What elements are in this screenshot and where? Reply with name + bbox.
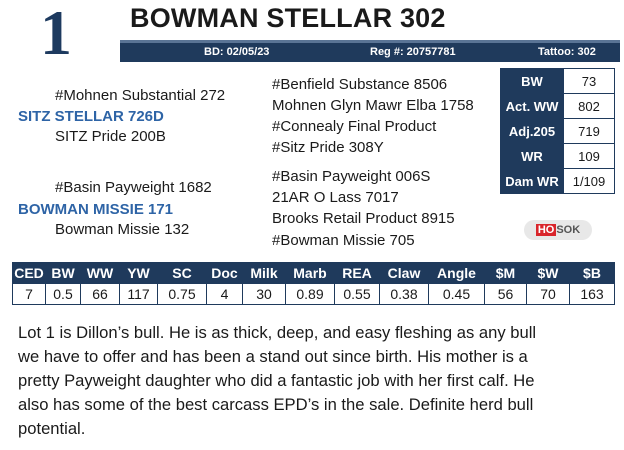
tattoo: Tattoo: 302 (538, 46, 596, 58)
stats-table: BW 73 Act. WW 802 Adj.205 719 WR 109 Dam WR 1/109 (500, 68, 615, 194)
epd-header: WW (80, 262, 120, 284)
epd-value: 4 (206, 283, 243, 305)
lot-number: 1 (40, 0, 72, 68)
description-line: potential. (18, 419, 86, 438)
epd-value: 117 (119, 283, 158, 305)
epd-header: $B (569, 262, 615, 284)
epd-value-row: 7 0.5 66 117 0.75 4 30 0.89 0.55 0.38 0.45 56 70 163 (12, 283, 615, 305)
info-bar: BD: 02/05/23 Reg #: 20757781 Tattoo: 302 (120, 40, 620, 62)
pedigree-name: #Bowman Missie 705 (272, 232, 415, 249)
epd-value: 56 (484, 283, 527, 305)
epd-header: Doc (206, 262, 243, 284)
epd-header: REA (334, 262, 380, 284)
stat-value: 109 (563, 143, 615, 169)
epd-value: 0.89 (285, 283, 335, 305)
stat-label: Adj.205 (500, 118, 564, 144)
stat-label: Act. WW (500, 93, 564, 119)
stats-row: BW 73 (500, 68, 615, 94)
dam: BOWMAN MISSIE 171 (18, 201, 174, 218)
sire-dam: SITZ Pride 200B (55, 128, 166, 145)
epd-value: 0.45 (428, 283, 485, 305)
epd-header: Claw (379, 262, 429, 284)
stats-row: Act. WW 802 (500, 93, 615, 119)
description-line: Lot 1 is Dillon’s bull. He is as thick, … (18, 323, 537, 342)
pedigree-name: Mohnen Glyn Mawr Elba 1758 (272, 97, 474, 114)
stat-label: BW (500, 68, 564, 94)
description-line: pretty Payweight daughter who did a fant… (18, 371, 535, 390)
pedigree-name: 21AR O Lass 7017 (272, 189, 399, 206)
birth-date: BD: 02/05/23 (204, 46, 270, 58)
logo-left: HO (535, 224, 557, 236)
logo-right: SOK (556, 224, 581, 236)
stats-row: Adj.205 719 (500, 118, 615, 144)
epd-value: 70 (526, 283, 570, 305)
epd-header: Angle (428, 262, 485, 284)
epd-header: SC (157, 262, 207, 284)
stats-row: Dam WR 1/109 (500, 168, 615, 194)
stat-value: 73 (563, 68, 615, 94)
description-line: also has some of the best carcass EPD’s … (18, 395, 534, 414)
sire: SITZ STELLAR 726D (18, 108, 164, 125)
pedigree-name: #Connealy Final Product (272, 118, 437, 135)
epd-value: 0.55 (334, 283, 380, 305)
epd-value: 0.75 (157, 283, 207, 305)
epd-value: 0.38 (379, 283, 429, 305)
description-line: we have to offer and has been a stand ou… (18, 347, 528, 366)
epd-value: 163 (569, 283, 615, 305)
stat-label: Dam WR (500, 168, 564, 194)
dam-sire: #Basin Payweight 1682 (55, 179, 212, 196)
epd-header: YW (119, 262, 158, 284)
epd-header: CED (12, 262, 46, 284)
epd-header: BW (45, 262, 81, 284)
pedigree-name: #Benfield Substance 8506 (272, 76, 448, 93)
epd-value: 66 (80, 283, 120, 305)
epd-header: $M (484, 262, 527, 284)
epd-value: 30 (242, 283, 286, 305)
lot-name: BOWMAN STELLAR 302 (130, 3, 446, 33)
epd-table: CED BW WW YW SC Doc Milk Marb REA Claw Angle $M $W $B… (12, 262, 615, 305)
epd-header: Marb (285, 262, 335, 284)
epd-header-row: CED BW WW YW SC Doc Milk Marb REA Claw Angle $M $W $B (12, 262, 615, 284)
pedigree-name: #Basin Payweight 006S (272, 168, 431, 185)
epd-value: 7 (12, 283, 46, 305)
stat-value: 719 (563, 118, 615, 144)
stats-row: WR 109 (500, 143, 615, 169)
dam-dam: Bowman Missie 132 (55, 221, 190, 238)
epd-header: $W (526, 262, 570, 284)
epd-header: Milk (242, 262, 286, 284)
epd-value: 0.5 (45, 283, 81, 305)
stat-label: WR (500, 143, 564, 169)
stat-value: 1/109 (563, 168, 615, 194)
pedigree-name: Brooks Retail Product 8915 (272, 210, 455, 227)
stat-value: 802 (563, 93, 615, 119)
description: Lot 1 is Dillon’s bull. He is as thick, … (18, 321, 536, 441)
sire-sire: #Mohnen Substantial 272 (55, 87, 226, 104)
registration: Reg #: 20757781 (370, 46, 456, 58)
pedigree-name: #Sitz Pride 308Y (272, 139, 384, 156)
logo: HO SOK (524, 220, 592, 240)
